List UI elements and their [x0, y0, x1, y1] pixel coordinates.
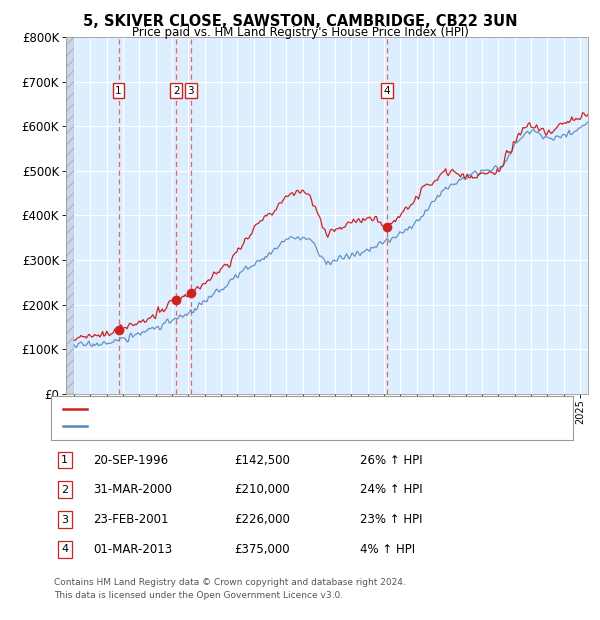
Text: 3: 3 [61, 515, 68, 525]
Text: This data is licensed under the Open Government Licence v3.0.: This data is licensed under the Open Gov… [54, 591, 343, 601]
Text: £226,000: £226,000 [234, 513, 290, 526]
Text: 23-FEB-2001: 23-FEB-2001 [93, 513, 169, 526]
Text: 23% ↑ HPI: 23% ↑ HPI [360, 513, 422, 526]
Bar [66, 37, 74, 394]
Text: 4: 4 [383, 86, 390, 95]
Text: 31-MAR-2000: 31-MAR-2000 [93, 484, 172, 496]
Text: 2: 2 [173, 86, 179, 95]
Text: £375,000: £375,000 [234, 543, 290, 556]
Text: Contains HM Land Registry data © Crown copyright and database right 2024.: Contains HM Land Registry data © Crown c… [54, 578, 406, 587]
Text: 4: 4 [61, 544, 68, 554]
Text: 1: 1 [115, 86, 122, 95]
Text: 1: 1 [61, 455, 68, 465]
Text: 01-MAR-2013: 01-MAR-2013 [93, 543, 172, 556]
Text: 20-SEP-1996: 20-SEP-1996 [93, 454, 168, 466]
Text: 5, SKIVER CLOSE, SAWSTON, CAMBRIDGE, CB22 3UN (detached house): 5, SKIVER CLOSE, SAWSTON, CAMBRIDGE, CB2… [93, 404, 464, 414]
Text: 24% ↑ HPI: 24% ↑ HPI [360, 484, 422, 496]
Text: 4% ↑ HPI: 4% ↑ HPI [360, 543, 415, 556]
Text: 5, SKIVER CLOSE, SAWSTON, CAMBRIDGE, CB22 3UN: 5, SKIVER CLOSE, SAWSTON, CAMBRIDGE, CB2… [83, 14, 517, 29]
Text: £210,000: £210,000 [234, 484, 290, 496]
Text: HPI: Average price, detached house, South Cambridgeshire: HPI: Average price, detached house, Sout… [93, 422, 403, 432]
Text: Price paid vs. HM Land Registry's House Price Index (HPI): Price paid vs. HM Land Registry's House … [131, 26, 469, 39]
Text: £142,500: £142,500 [234, 454, 290, 466]
Text: 3: 3 [187, 86, 194, 95]
Text: 26% ↑ HPI: 26% ↑ HPI [360, 454, 422, 466]
Text: 2: 2 [61, 485, 68, 495]
